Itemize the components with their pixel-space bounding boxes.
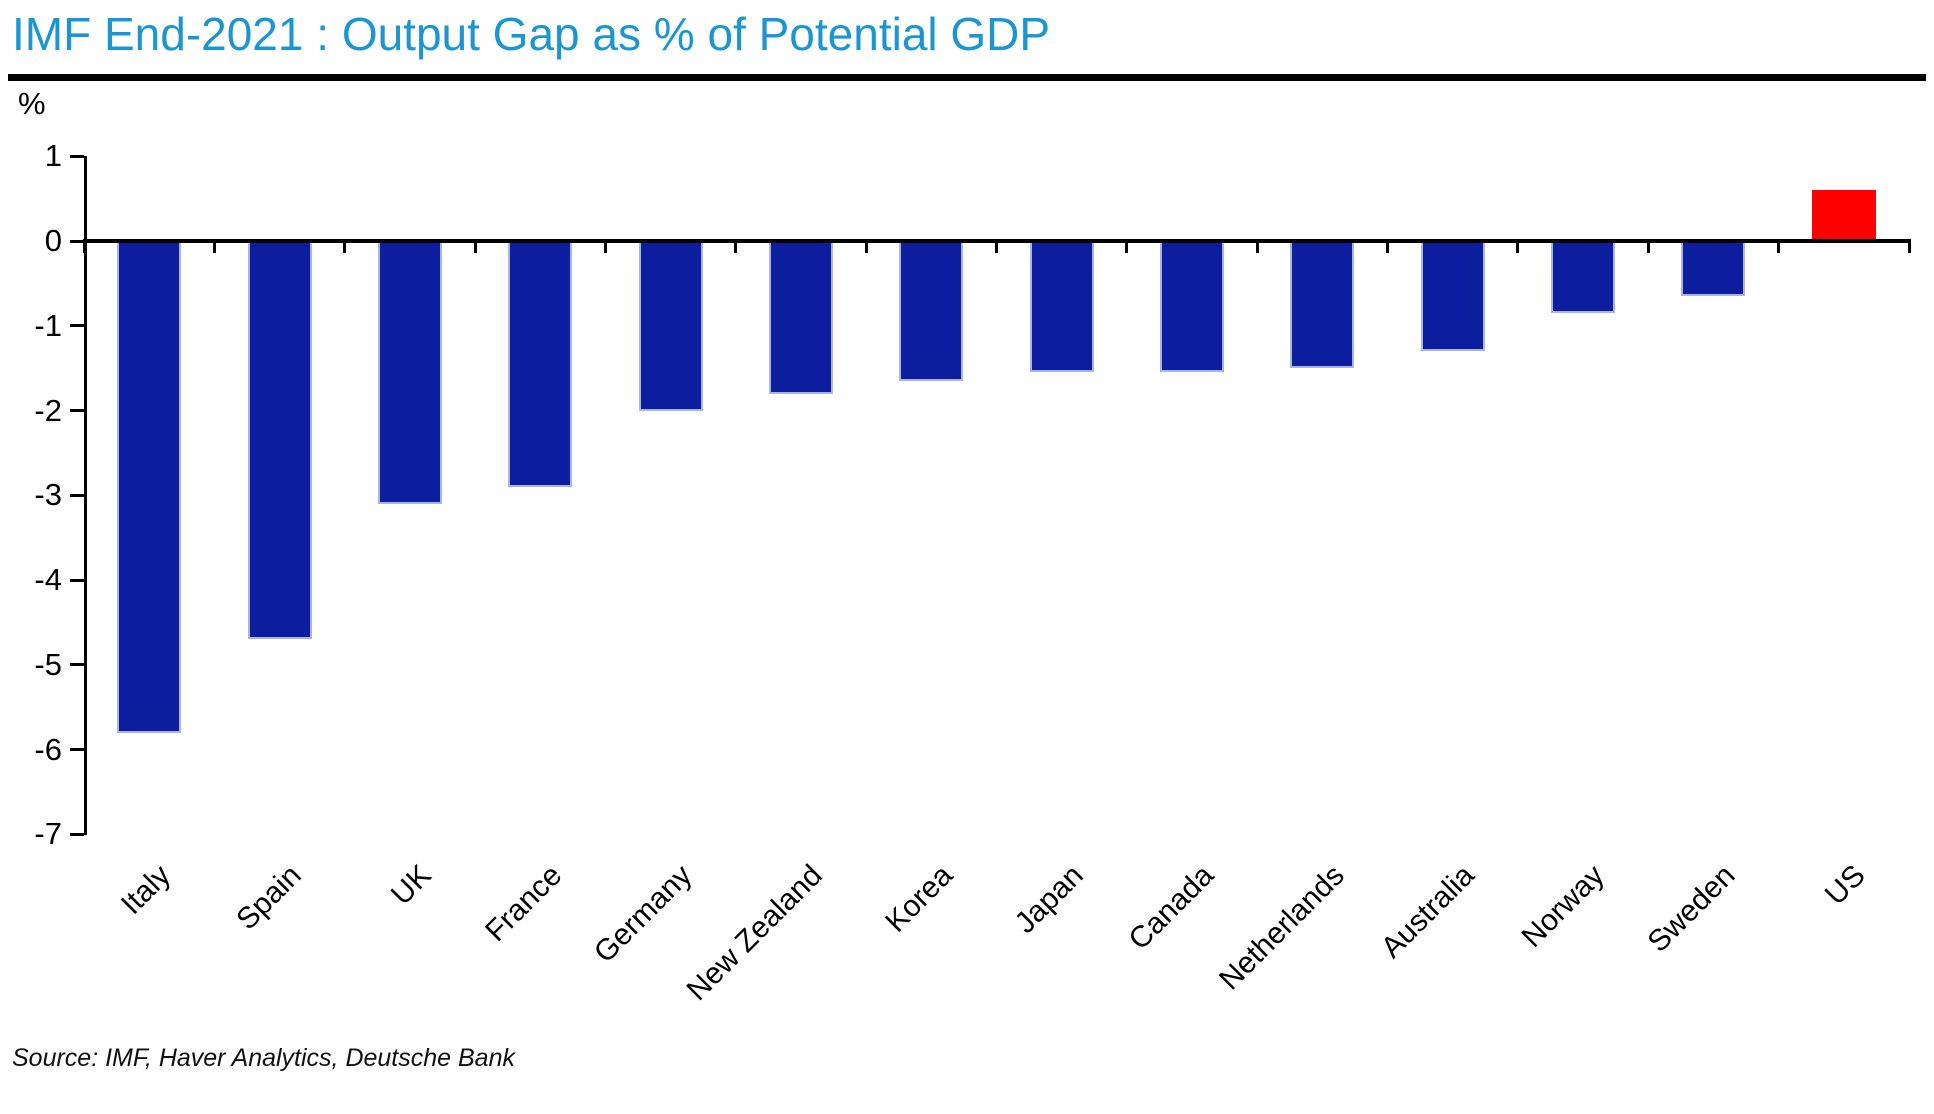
x-axis-tick: [1646, 239, 1650, 253]
bar-france: [508, 241, 573, 487]
y-axis-tick: [70, 154, 84, 158]
bar-new-zealand: [768, 241, 833, 394]
bar-canada: [1160, 241, 1225, 373]
bar-korea: [899, 241, 964, 381]
x-axis-label-korea: Korea: [879, 858, 960, 939]
x-axis-tick: [1386, 239, 1390, 253]
y-axis-tick-label: 0: [44, 223, 62, 258]
y-axis-tick-label: -4: [34, 562, 62, 597]
bar-germany: [638, 241, 703, 411]
bar-us: [1811, 190, 1876, 241]
y-axis-tick-label: 1: [44, 138, 62, 174]
y-axis-tick: [70, 239, 84, 243]
x-axis-label-us: US: [1819, 858, 1872, 912]
bar-italy: [117, 241, 182, 733]
x-axis-tick: [603, 239, 607, 253]
source-note: Source: IMF, Haver Analytics, Deutsche B…: [12, 1044, 515, 1072]
x-axis-tick: [212, 239, 216, 253]
y-axis-tick: [70, 578, 84, 582]
y-axis-unit-label: %: [18, 86, 46, 121]
x-axis-label-norway: Norway: [1515, 858, 1612, 954]
y-axis-tick: [70, 493, 84, 497]
y-axis-tick-label: -6: [34, 731, 62, 767]
x-axis-tick: [82, 239, 86, 253]
y-axis-tick: [70, 832, 84, 836]
x-axis-label-japan: Japan: [1008, 858, 1090, 940]
bar-australia: [1420, 241, 1485, 352]
y-axis-tick-label: -5: [34, 646, 62, 682]
x-axis-label-sweden: Sweden: [1641, 858, 1742, 959]
x-axis-tick: [1516, 239, 1520, 253]
bar-norway: [1551, 241, 1616, 314]
y-axis-tick-label: -7: [34, 816, 62, 852]
x-axis-label-new-zealand: New Zealand: [680, 858, 830, 1008]
x-axis-label-uk: UK: [385, 858, 438, 912]
y-axis-tick: [70, 409, 84, 412]
x-axis-tick: [343, 239, 347, 253]
bar-sweden: [1681, 241, 1746, 297]
bar-netherlands: [1290, 241, 1355, 369]
x-axis-label-germany: Germany: [588, 858, 699, 970]
x-axis-tick: [1777, 239, 1781, 253]
x-axis-tick: [1907, 239, 1911, 253]
y-axis-tick: [70, 663, 84, 667]
y-axis-tick: [70, 748, 84, 751]
x-axis-label-italy: Italy: [114, 858, 178, 921]
x-axis-tick: [734, 239, 738, 253]
y-axis-tick-label: -2: [34, 392, 62, 428]
y-axis-tick-label: -3: [34, 477, 62, 513]
x-axis-tick: [995, 239, 998, 253]
y-axis-tick-label: -1: [34, 307, 62, 343]
x-axis-label-netherlands: Netherlands: [1212, 858, 1351, 997]
bar-spain: [247, 241, 312, 640]
x-axis-tick: [473, 239, 477, 253]
bar-japan: [1029, 241, 1094, 373]
bar-uk: [377, 241, 442, 504]
chart-title: IMF End-2021 : Output Gap as % of Potent…: [12, 8, 1051, 60]
x-axis-label-spain: Spain: [229, 858, 308, 937]
x-axis-tick: [1255, 239, 1259, 253]
y-axis-line: [84, 156, 87, 835]
x-axis-label-australia: Australia: [1374, 858, 1481, 965]
title-divider: [8, 74, 1926, 81]
x-axis-tick: [1125, 239, 1129, 253]
x-axis-label-canada: Canada: [1122, 858, 1221, 957]
x-axis-tick: [864, 239, 868, 253]
y-axis-tick: [70, 324, 84, 328]
x-axis-label-france: France: [478, 858, 569, 949]
